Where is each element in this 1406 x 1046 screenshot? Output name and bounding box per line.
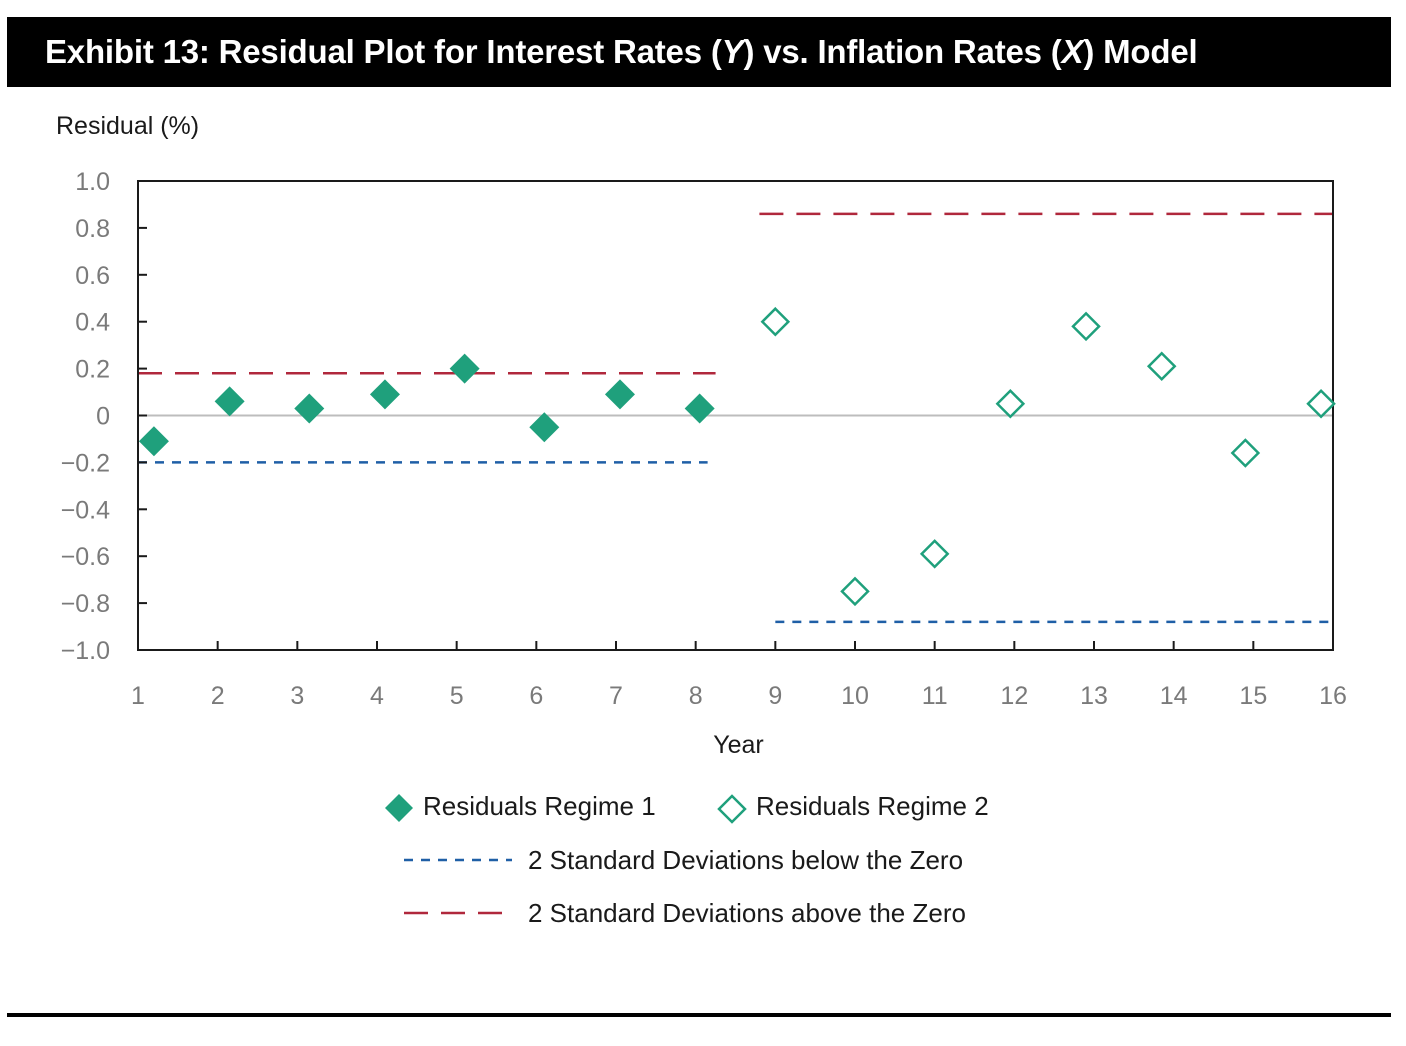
legend-long-dash-icon xyxy=(404,911,512,915)
regime-2-point xyxy=(1306,389,1336,419)
regime-1-point xyxy=(369,379,400,410)
x-tick-label: 9 xyxy=(768,682,782,710)
exhibit-title: Exhibit 13: Residual Plot for Interest R… xyxy=(45,33,1198,71)
regime-1-point xyxy=(604,379,635,410)
legend-label-regime-1: Residuals Regime 1 xyxy=(423,791,656,821)
legend-filled-diamond-icon xyxy=(385,794,413,822)
x-tick-label: 15 xyxy=(1239,682,1267,710)
y-tick-label: 1.0 xyxy=(75,168,110,196)
legend-hollow-diamond-icon xyxy=(717,794,747,824)
regime-2-point xyxy=(1230,438,1261,468)
regime-2-point xyxy=(1146,351,1177,382)
regime-2-point xyxy=(760,306,791,337)
bottom-rule xyxy=(7,1013,1391,1017)
legend-short-dash-icon xyxy=(404,858,512,862)
regime-2-point xyxy=(995,389,1026,419)
x-tick-label: 11 xyxy=(922,682,948,710)
x-tick-label: 3 xyxy=(290,682,304,710)
x-tick-label: 4 xyxy=(370,682,384,710)
legend-label-regime-2: Residuals Regime 2 xyxy=(756,791,989,821)
y-tick-label: 0.6 xyxy=(75,262,110,290)
regime-1-point xyxy=(138,426,169,457)
regime-1-point xyxy=(214,386,245,417)
y-tick-label: −0.8 xyxy=(61,590,110,618)
title-suffix: ) Model xyxy=(1083,33,1198,70)
x-tick-label: 13 xyxy=(1080,682,1108,710)
x-tick-label: 16 xyxy=(1319,682,1347,710)
x-tick-label: 1 xyxy=(131,682,145,710)
x-tick-label: 12 xyxy=(1000,682,1028,710)
x-tick-label: 14 xyxy=(1160,682,1188,710)
regime-1-point xyxy=(684,393,715,424)
data-markers xyxy=(138,306,1336,607)
regime-2-point xyxy=(840,576,870,607)
y-tick-label: 0 xyxy=(96,403,110,431)
regime-1-point xyxy=(294,393,325,424)
y-tick-label: 0.2 xyxy=(75,356,110,384)
x-tick-label: 7 xyxy=(609,682,623,710)
y-axis-ticks: 1.0 0.8 0.6 0.4 0.2 0 −0.2 −0.4 −0.6 −0.8 −1.0 xyxy=(61,168,147,665)
y-tick-label: 0.8 xyxy=(75,215,110,243)
reference-lines xyxy=(138,212,1333,624)
regime-1-point xyxy=(449,353,480,384)
legend-label-below-zero: 2 Standard Deviations below the Zero xyxy=(528,845,964,875)
y-tick-label: 0.4 xyxy=(75,309,110,337)
y-tick-label: −0.4 xyxy=(61,496,110,524)
x-tick-label: 5 xyxy=(450,682,464,710)
x-axis-ticks: 1 2 3 4 5 6 7 8 9 10 11 12 13 14 15 16 xyxy=(131,641,1347,710)
x-axis-label: Year xyxy=(713,731,764,759)
legend-label-above-zero: 2 Standard Deviations above the Zero xyxy=(528,898,966,928)
y-tick-label: −1.0 xyxy=(61,637,110,665)
x-tick-label: 6 xyxy=(529,682,543,710)
x-tick-label: 2 xyxy=(211,682,225,710)
exhibit-title-bar: Exhibit 13: Residual Plot for Interest R… xyxy=(7,17,1391,87)
title-prefix: Exhibit 13: Residual Plot for Interest R… xyxy=(45,33,722,70)
regime-2-point xyxy=(919,539,950,569)
x-tick-label: 10 xyxy=(841,682,869,710)
x-tick-label: 8 xyxy=(689,682,703,710)
y-tick-label: −0.2 xyxy=(61,449,110,477)
title-y-var: Y xyxy=(721,33,744,70)
regime-2-point xyxy=(1071,311,1101,342)
title-middle: ) vs. Inflation Rates ( xyxy=(743,33,1062,70)
y-tick-label: −0.6 xyxy=(61,543,110,571)
regime-1-point xyxy=(529,412,560,443)
y-axis-label: Residual (%) xyxy=(56,112,200,140)
title-x-var: X xyxy=(1061,33,1084,70)
